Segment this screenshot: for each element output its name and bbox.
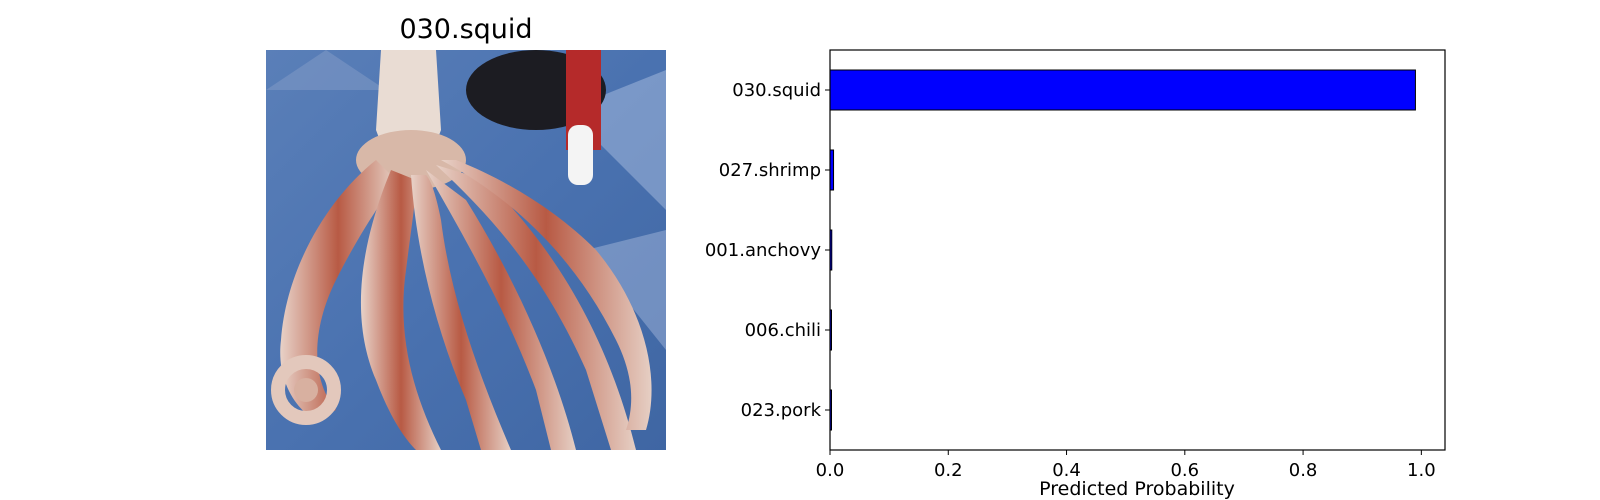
y-tick-label: 023.pork <box>741 400 822 421</box>
x-axis-label: Predicted Probability <box>1039 478 1235 500</box>
x-tick-label: 0.8 <box>1289 460 1318 481</box>
x-tick-label: 0.0 <box>816 460 845 481</box>
x-tick-label: 0.2 <box>934 460 963 481</box>
y-tick-label: 001.anchovy <box>705 240 821 261</box>
x-tick-label: 0.4 <box>1052 460 1081 481</box>
bar-030-squid <box>829 69 1416 111</box>
y-tick-label: 006.chili <box>745 320 821 341</box>
x-tick-label: 1.0 <box>1407 460 1436 481</box>
y-tick-label: 027.shrimp <box>719 160 821 181</box>
image-title: 030.squid <box>399 14 533 45</box>
y-tick-label: 030.squid <box>732 80 821 101</box>
x-tick-label: 0.6 <box>1170 460 1199 481</box>
squid-photo <box>266 50 666 450</box>
